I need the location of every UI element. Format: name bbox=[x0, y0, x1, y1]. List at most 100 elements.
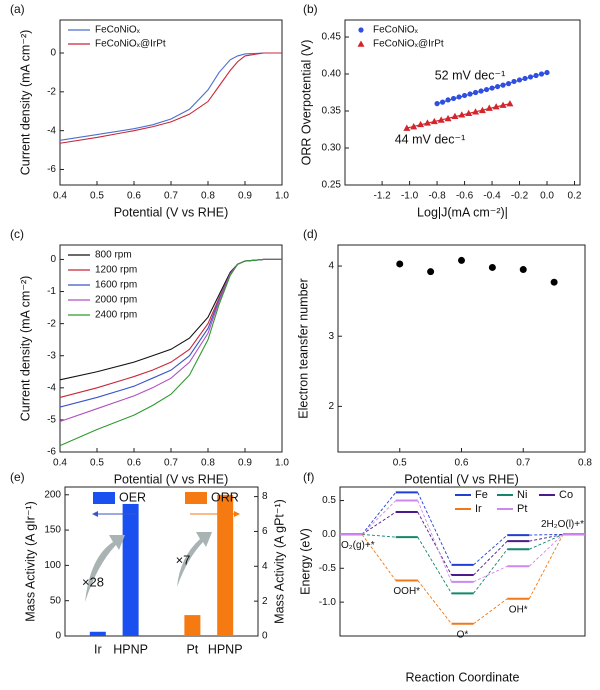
y2-tick-label: 2 bbox=[262, 596, 268, 607]
bar bbox=[89, 631, 106, 636]
data-point bbox=[403, 124, 411, 131]
plot-frame bbox=[339, 486, 586, 637]
legend-label: 2400 rpm bbox=[95, 310, 137, 321]
data-point bbox=[488, 263, 496, 271]
data-point bbox=[492, 103, 500, 110]
x-tick-label: -0.2 bbox=[511, 191, 529, 202]
data-point bbox=[465, 109, 473, 117]
connector bbox=[361, 534, 397, 581]
y-tick-label: -2 bbox=[47, 318, 56, 329]
y-tick-label: 150 bbox=[44, 525, 61, 536]
legend-swatch bbox=[185, 492, 207, 504]
x-axis-label: Potential (V vs RHE) bbox=[404, 472, 519, 486]
x-tick-label: 1.0 bbox=[275, 458, 289, 469]
series-line bbox=[59, 52, 282, 144]
connector bbox=[417, 580, 452, 625]
panel-label: (c) bbox=[10, 227, 24, 241]
connector bbox=[417, 536, 452, 594]
plot-frame bbox=[337, 244, 586, 453]
legend-label: Pt bbox=[517, 503, 527, 515]
legend-label: Co bbox=[559, 489, 573, 501]
panel: (d) 2 3 4 0.5 0.6 0.7 0.8 Potential (V vs RHE) El… bbox=[296, 227, 592, 486]
annotation: 52 mV dec⁻¹ bbox=[435, 68, 506, 82]
x-tick-label: 0.8 bbox=[201, 458, 215, 469]
y2-tick-label: 6 bbox=[262, 526, 268, 537]
data-point bbox=[478, 88, 484, 94]
legend-label: FeCoNiOₓ@IrPt bbox=[373, 39, 444, 50]
legend-label: OER bbox=[119, 490, 146, 504]
y-tick-label: 0.35 bbox=[322, 106, 342, 117]
data-point bbox=[450, 95, 457, 102]
x-tick-label: HPNP bbox=[113, 642, 148, 656]
x-tick-label: 0.8 bbox=[201, 191, 215, 202]
connector bbox=[473, 540, 508, 576]
data-point bbox=[444, 114, 452, 122]
legend-label: 800 rpm bbox=[95, 250, 132, 261]
y-tick-label: -4 bbox=[47, 382, 56, 393]
y-axis-label: Current density (mA cm⁻²) bbox=[18, 276, 32, 422]
y-tick-label: 0 bbox=[50, 254, 56, 265]
data-point bbox=[467, 91, 473, 97]
data-point bbox=[485, 104, 493, 111]
bar bbox=[122, 503, 139, 636]
x-tick-label: -0.6 bbox=[456, 191, 474, 202]
data-point bbox=[458, 111, 466, 118]
plot-frame bbox=[59, 244, 283, 453]
series-line bbox=[59, 258, 282, 398]
y-axis-label: Electron teansfer number bbox=[296, 278, 310, 418]
y-tick-label: 0.45 bbox=[322, 32, 342, 43]
y-tick-label: -6 bbox=[47, 447, 56, 458]
legend-swatch bbox=[358, 27, 364, 33]
y-tick-label: -5 bbox=[47, 415, 56, 426]
y-tick-label: 0 bbox=[55, 631, 61, 642]
series-line bbox=[59, 258, 282, 447]
connector bbox=[473, 598, 508, 625]
y-axis-label: Energy (eV) bbox=[298, 528, 312, 595]
data-point bbox=[499, 101, 507, 108]
y-tick-label: 0.25 bbox=[322, 180, 342, 191]
legend-label: 2000 rpm bbox=[95, 295, 137, 306]
connector bbox=[361, 511, 396, 535]
annotation: ×28 bbox=[82, 574, 104, 589]
panel: (a) -6 -4 -2 0 0.4 0.5 0.6 0.7 0.8 0.9 1.0 Potential… bbox=[10, 2, 289, 219]
state-label: O₂(g)+* bbox=[341, 540, 375, 551]
data-point bbox=[458, 256, 465, 264]
x-tick-label: 0.2 bbox=[568, 191, 582, 202]
data-point bbox=[437, 116, 445, 123]
panel: (e) 0 50 100 150 200 0 2 4 6 8 Mass Activity (A gIr… bbox=[10, 470, 286, 656]
x-tick-label: 0.5 bbox=[90, 458, 104, 469]
data-point bbox=[423, 119, 431, 126]
y-tick-label: 100 bbox=[44, 560, 61, 571]
legend-label: 1600 rpm bbox=[95, 280, 137, 291]
connector bbox=[361, 500, 397, 535]
connector bbox=[529, 533, 564, 536]
y-tick-label: 200 bbox=[44, 489, 61, 500]
data-point bbox=[522, 75, 528, 82]
y-tick-label: -2 bbox=[47, 86, 56, 97]
data-point bbox=[511, 78, 517, 85]
y-tick-label: -1 bbox=[47, 286, 56, 297]
y-axis-label: Current density (mA cm⁻²) bbox=[18, 30, 32, 176]
data-point bbox=[516, 77, 523, 83]
data-point bbox=[527, 74, 534, 80]
legend-label: FeCoNiOₓ bbox=[373, 25, 419, 36]
legend-swatch bbox=[93, 492, 115, 504]
panel-label: (e) bbox=[10, 470, 25, 484]
connector bbox=[417, 511, 452, 576]
x-tick-label: -0.8 bbox=[428, 191, 446, 202]
plot-frame bbox=[64, 486, 259, 637]
state-label: O* bbox=[457, 629, 469, 640]
y-tick-label: 3 bbox=[328, 331, 334, 342]
legend-label: FeCoNiOₓ bbox=[95, 25, 141, 36]
data-point bbox=[494, 83, 501, 90]
legend-label: 1200 rpm bbox=[95, 265, 137, 276]
legend-label: FeCoNiOₓ@IrPt bbox=[95, 39, 166, 50]
data-point bbox=[519, 266, 527, 274]
annotation: ×7 bbox=[176, 552, 191, 567]
connector bbox=[529, 533, 564, 542]
series-line bbox=[59, 258, 282, 423]
x-axis-label: Log|J(mA cm⁻²)| bbox=[417, 205, 508, 219]
legend-label: ORR bbox=[211, 490, 239, 504]
data-point bbox=[483, 86, 490, 93]
x-tick-label: 0.6 bbox=[127, 191, 141, 202]
